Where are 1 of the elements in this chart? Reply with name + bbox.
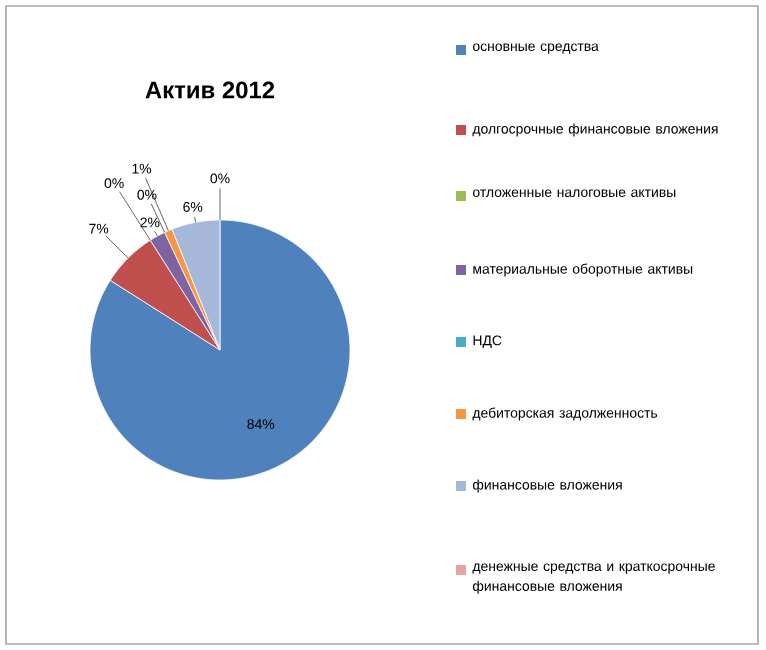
text: Актив 2012 xyxy=(145,81,275,99)
